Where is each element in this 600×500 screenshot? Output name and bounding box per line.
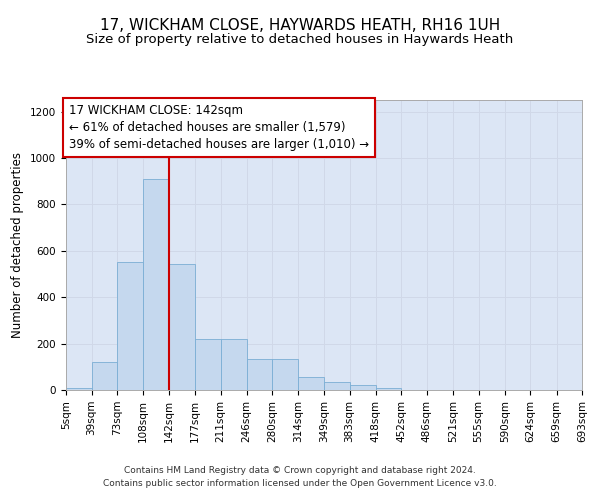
Bar — [272, 358, 298, 390]
Bar — [195, 339, 221, 390]
Bar — [324, 382, 349, 390]
Text: Contains HM Land Registry data © Crown copyright and database right 2024.
Contai: Contains HM Land Registry data © Crown c… — [103, 466, 497, 487]
Bar — [117, 262, 143, 390]
Bar — [349, 386, 376, 390]
Bar — [66, 388, 91, 390]
Bar — [169, 264, 195, 390]
Y-axis label: Number of detached properties: Number of detached properties — [11, 152, 25, 338]
Bar — [221, 339, 247, 390]
Text: 17 WICKHAM CLOSE: 142sqm
← 61% of detached houses are smaller (1,579)
39% of sem: 17 WICKHAM CLOSE: 142sqm ← 61% of detach… — [68, 104, 369, 152]
Bar — [376, 388, 401, 390]
Bar — [91, 362, 117, 390]
Bar — [247, 358, 272, 390]
Text: Size of property relative to detached houses in Haywards Heath: Size of property relative to detached ho… — [86, 32, 514, 46]
Text: 17, WICKHAM CLOSE, HAYWARDS HEATH, RH16 1UH: 17, WICKHAM CLOSE, HAYWARDS HEATH, RH16 … — [100, 18, 500, 32]
Bar — [143, 179, 169, 390]
Bar — [298, 377, 324, 390]
